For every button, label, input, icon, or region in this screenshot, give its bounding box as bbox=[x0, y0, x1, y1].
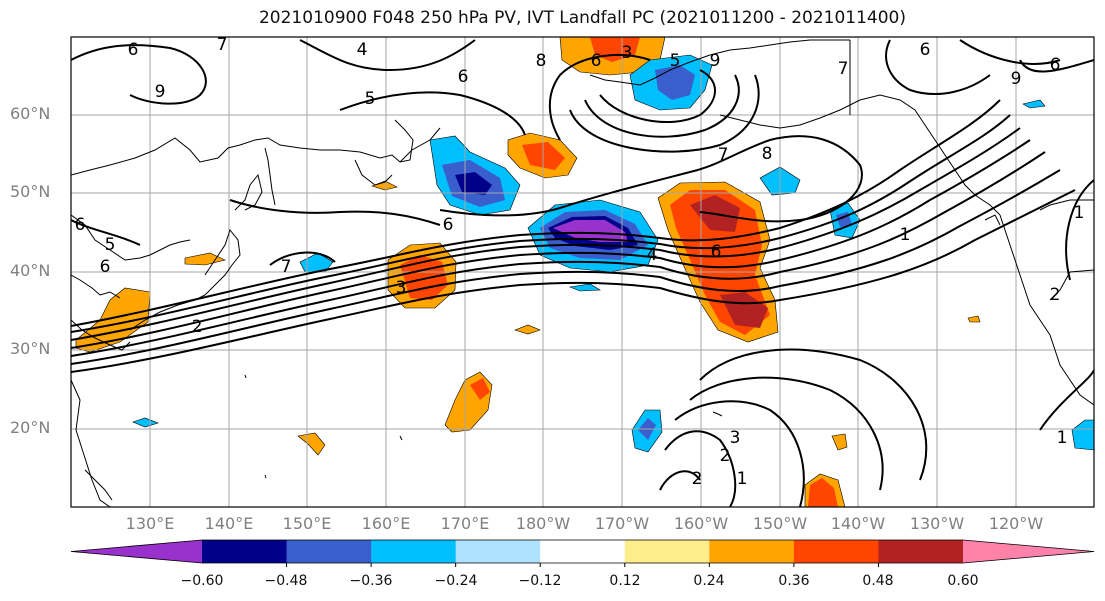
lon-label: 150°E bbox=[282, 514, 332, 533]
colorbar-tick-label: −0.36 bbox=[349, 573, 393, 589]
lon-label: 150°W bbox=[752, 514, 808, 533]
colorbar-segment bbox=[540, 540, 626, 563]
contour-label: 2 bbox=[692, 469, 703, 489]
colorbar-segment bbox=[202, 540, 288, 563]
colorbar bbox=[70, 539, 1095, 567]
contour-label: 6 bbox=[100, 257, 111, 277]
colorbar-extend-max bbox=[963, 540, 1094, 563]
colorbar-segment bbox=[371, 540, 457, 563]
colorbar-tick-label: −0.12 bbox=[518, 573, 562, 589]
lat-label: 30°N bbox=[10, 339, 51, 358]
colorbar-segment bbox=[624, 540, 710, 563]
colorbar-segment bbox=[709, 540, 795, 563]
lon-label: 180°W bbox=[515, 514, 571, 533]
lon-label: 130°E bbox=[125, 514, 175, 533]
lon-label: 140°W bbox=[830, 514, 886, 533]
contour-label: 1 bbox=[1074, 203, 1085, 223]
contour-label: 1 bbox=[737, 469, 748, 489]
contour-label: 6 bbox=[458, 67, 469, 87]
map-title: 2021010900 F048 250 hPa PV, IVT Landfall… bbox=[258, 8, 906, 28]
gridlines bbox=[71, 37, 1094, 507]
colorbar-segment bbox=[455, 540, 541, 563]
lat-label: 20°N bbox=[10, 418, 51, 437]
contour-label: 9 bbox=[710, 51, 721, 71]
contour-label: 2 bbox=[192, 317, 203, 337]
contour-label: 2 bbox=[1050, 285, 1061, 305]
contour-label: 6 bbox=[920, 40, 931, 60]
contour-label: 5 bbox=[105, 235, 116, 255]
map-frame bbox=[70, 36, 1095, 508]
lon-label: 130°W bbox=[909, 514, 965, 533]
colorbar-outline bbox=[70, 539, 1095, 564]
contour-labels: 6 7 4 9 5 6 8 3 6 5 9 7 8 6 7 9 6 5 6 7 … bbox=[75, 35, 1085, 489]
contour-label: 2 bbox=[720, 446, 731, 466]
contour-label: 6 bbox=[1050, 55, 1061, 75]
contour-label: 7 bbox=[718, 145, 729, 165]
contour-label: 1 bbox=[1057, 428, 1068, 448]
contour-label: 7 bbox=[281, 257, 292, 277]
colorbar-tick-label: 0.12 bbox=[609, 573, 641, 589]
contour-label: 6 bbox=[711, 242, 722, 262]
colorbar-tick-label: 0.24 bbox=[693, 573, 725, 589]
pv-contours bbox=[71, 39, 1094, 507]
contour-label: 7 bbox=[838, 59, 849, 79]
lon-label: 160°E bbox=[361, 514, 411, 533]
contour-label: 8 bbox=[762, 144, 773, 164]
contour-label: 5 bbox=[670, 51, 681, 71]
colorbar-extend-min bbox=[71, 540, 202, 563]
colorbar-segment bbox=[286, 540, 372, 563]
colorbar-tick-label: −0.48 bbox=[264, 573, 308, 589]
contour-label: 6 bbox=[591, 51, 602, 71]
contour-label: 8 bbox=[536, 51, 547, 71]
contour-label: 5 bbox=[365, 89, 376, 109]
lon-label: 160°W bbox=[673, 514, 729, 533]
colorbar-tick-label: 0.48 bbox=[862, 573, 894, 589]
contour-label: 4 bbox=[357, 40, 368, 60]
contour-label: 9 bbox=[155, 82, 166, 102]
lon-label: 120°W bbox=[988, 514, 1044, 533]
colorbar-tick-label: 0.36 bbox=[778, 573, 810, 589]
colorbar-tick-label: −0.60 bbox=[180, 573, 224, 589]
contour-label: 6 bbox=[75, 215, 86, 235]
contour-label: 3 bbox=[622, 43, 633, 63]
lon-label: 140°E bbox=[204, 514, 254, 533]
colorbar-tick-label: −0.24 bbox=[434, 573, 478, 589]
lat-label: 50°N bbox=[10, 182, 51, 201]
contour-label: 3 bbox=[730, 428, 741, 448]
coastlines bbox=[71, 39, 1094, 507]
contour-label: 4 bbox=[647, 245, 658, 265]
contour-label: 6 bbox=[128, 40, 139, 60]
contour-label: 7 bbox=[217, 35, 228, 55]
contour-label: 6 bbox=[443, 215, 454, 235]
lon-label: 170°W bbox=[594, 514, 650, 533]
contour-label: 1 bbox=[900, 225, 911, 245]
contour-label: 9 bbox=[1011, 69, 1022, 89]
lat-label: 60°N bbox=[10, 104, 51, 123]
colorbar-segment bbox=[878, 540, 964, 563]
contour-label: 3 bbox=[396, 278, 407, 298]
lat-label: 40°N bbox=[10, 261, 51, 280]
lon-label: 170°E bbox=[440, 514, 490, 533]
colorbar-segment bbox=[793, 540, 879, 563]
colorbar-tick-label: 0.60 bbox=[947, 573, 979, 589]
